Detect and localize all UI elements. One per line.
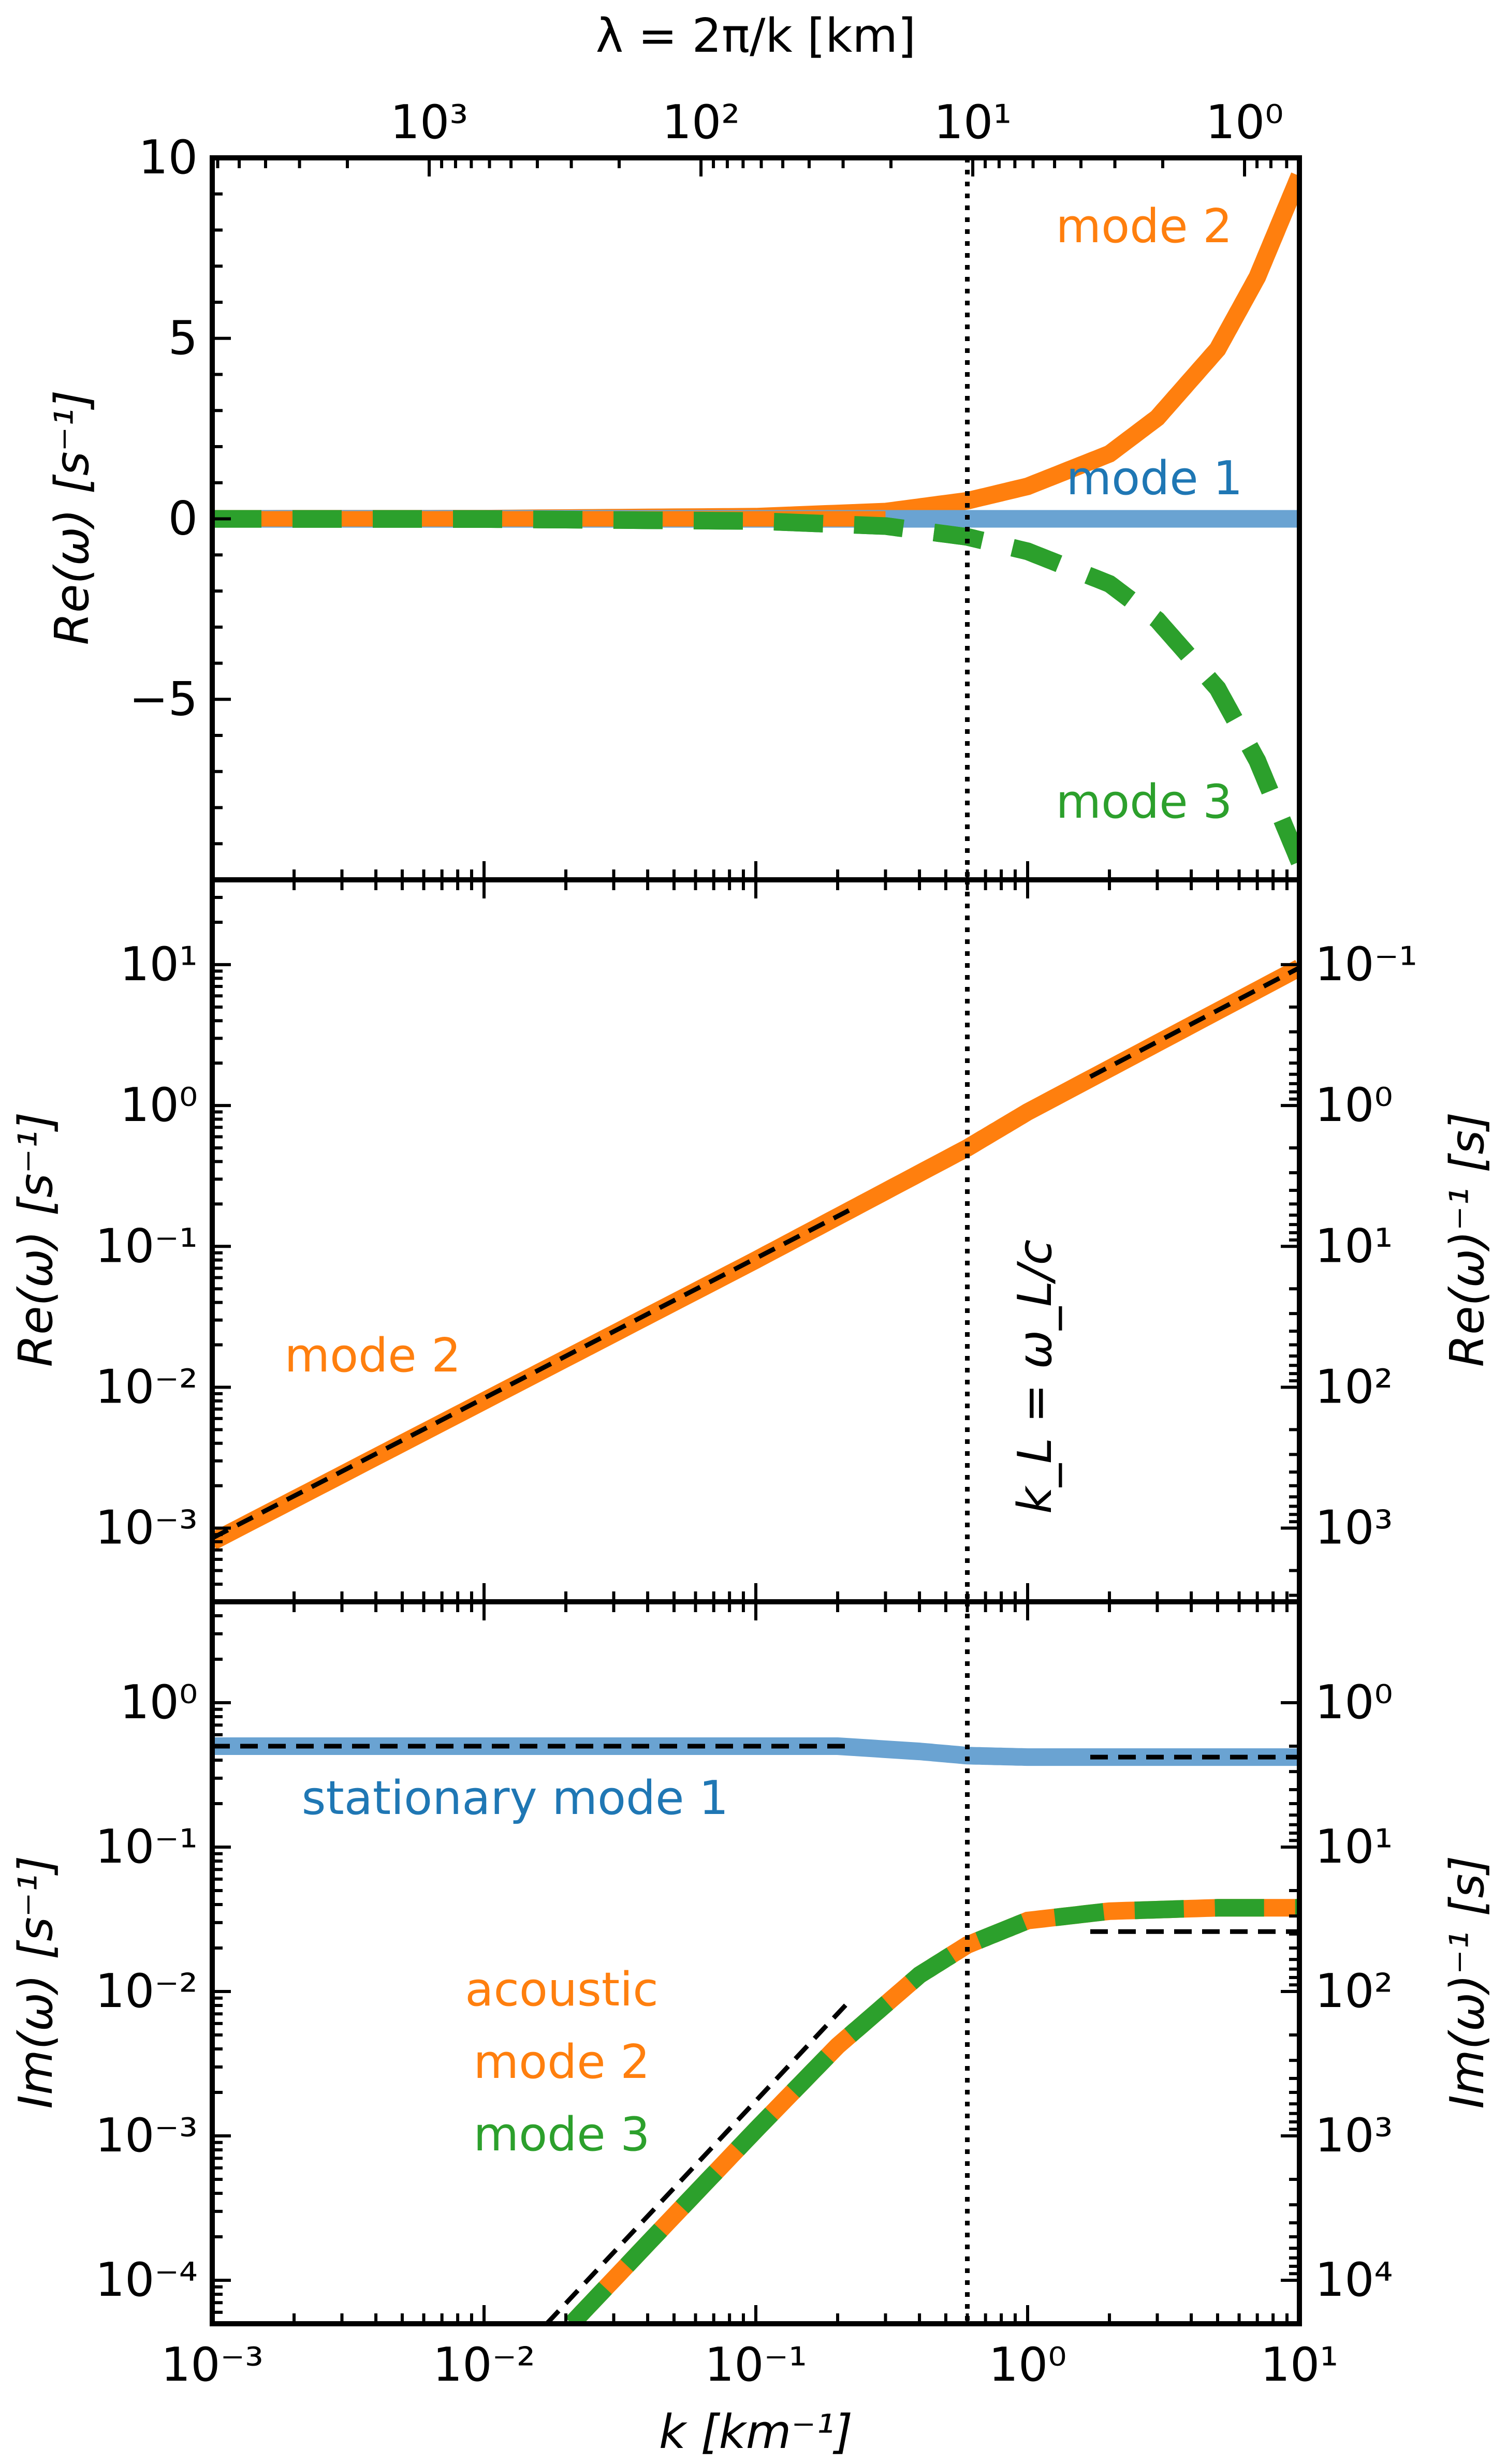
y-tick-label: 5 xyxy=(168,311,198,365)
y-tick-label: 0 xyxy=(168,492,198,546)
annotation-top-mode-3: mode 3 xyxy=(1056,775,1232,829)
right-tick-label: 10³ xyxy=(1315,2108,1393,2163)
y-tick-label: 10⁻² xyxy=(95,1360,198,1414)
top-tick-label: 10⁰ xyxy=(1206,95,1284,150)
x-tick-label: 10⁻² xyxy=(433,2338,535,2392)
series-mode-3 xyxy=(565,1899,1299,2324)
right-tick-label: 10⁰ xyxy=(1315,1675,1393,1730)
middle-panel-ticks: 10⁻³ 10⁻² 10⁻¹ 10⁰ 10¹ 10³ 10² 10¹ 10⁰ 10⁻¹ xyxy=(95,878,1417,1603)
panel-bottom: 10⁻⁴ 10⁻³ 10⁻² 10⁻¹ 10⁰ 10⁴ 10³ 10² 10¹ 10⁰ 10⁻³ 10… xyxy=(9,1599,1495,2459)
annotation-stationary-mode-1: stationary mode 1 xyxy=(302,1771,729,1825)
top-tick-label: 10² xyxy=(662,95,740,150)
series-mode-3-front xyxy=(212,510,1299,865)
right-tick-label: 10³ xyxy=(1315,1501,1393,1555)
y-tick-label: 10 xyxy=(138,130,198,185)
y-tick-label: 10⁻¹ xyxy=(95,1219,198,1273)
annotation-kl-line: k_L = ω_L/c xyxy=(1008,1240,1062,1514)
asymptote-1 xyxy=(1089,965,1299,1079)
x-tick-label: 10¹ xyxy=(1261,2338,1339,2392)
y-tick-label: 10⁻² xyxy=(95,1964,198,2018)
right-tick-label: 10⁰ xyxy=(1315,1078,1393,1132)
x-tick-label: 10⁻¹ xyxy=(705,2338,807,2392)
y-tick-label: 10⁻⁴ xyxy=(95,2253,198,2307)
asymptote-0 xyxy=(212,1208,850,1540)
y-tick-label: 10⁻³ xyxy=(95,1501,198,1555)
right-tick-label: 10² xyxy=(1315,1964,1393,2018)
top-panel-ylabel: Re(ω) [s⁻¹] xyxy=(45,390,99,645)
x-tick-label: 10⁻³ xyxy=(161,2338,264,2392)
x-tick-label: 10⁰ xyxy=(989,2338,1067,2392)
right-tick-label: 10¹ xyxy=(1315,1820,1393,1874)
right-tick-label: 10⁻¹ xyxy=(1315,937,1417,992)
bottom-panel-ticks: 10⁻⁴ 10⁻³ 10⁻² 10⁻¹ 10⁰ 10⁴ 10³ 10² 10¹ 10⁰ 10⁻³ 10… xyxy=(95,1600,1393,2392)
top-axis-label: λ = 2π/k [km] xyxy=(596,9,916,63)
annotation-acoustic: acoustic xyxy=(465,1963,658,2017)
right-tick-label: 10² xyxy=(1315,1360,1393,1414)
top-tick-label: 10³ xyxy=(390,95,469,150)
top-tick-label: 10¹ xyxy=(934,95,1012,150)
bottom-panel-ylabel: Im(ω) [s⁻¹] xyxy=(9,1855,63,2108)
x-axis-label: k [km⁻¹] xyxy=(659,2405,853,2459)
top-panel-ticks: −5 0 5 10 10³ 10² 10¹ 10⁰ xyxy=(129,95,1301,881)
right-tick-label: 10¹ xyxy=(1315,1219,1393,1273)
middle-panel-right-ylabel: Re(ω)⁻¹ [s] xyxy=(1440,1112,1495,1367)
y-tick-label: −5 xyxy=(129,672,198,726)
right-tick-label: 10⁴ xyxy=(1315,2253,1393,2307)
annotation-mode-3: mode 3 xyxy=(473,2107,650,2162)
series-mode-2 xyxy=(212,960,1299,1550)
panel-top: −5 0 5 10 10³ 10² 10¹ 10⁰ Re(ω) [s⁻¹] λ = 2π/k … xyxy=(45,9,1302,882)
bottom-panel-marks xyxy=(212,1602,1299,2324)
middle-panel-marks xyxy=(212,880,1299,1602)
y-tick-label: 10⁰ xyxy=(120,1078,198,1132)
y-tick-label: 10⁻¹ xyxy=(95,1820,198,1874)
annotation-top-mode-1: mode 1 xyxy=(1066,451,1242,506)
top-panel-marks xyxy=(212,158,1299,880)
series-stationary-mode-1 xyxy=(212,1737,1299,1766)
middle-panel-ylabel: Re(ω) [s⁻¹] xyxy=(9,1112,63,1367)
y-tick-label: 10⁻³ xyxy=(95,2108,198,2163)
asymptote-2 xyxy=(545,2000,851,2324)
annotation-middle-mode-2: mode 2 xyxy=(284,1329,461,1383)
annotation-top-mode-2: mode 2 xyxy=(1056,199,1232,254)
bottom-panel-right-ylabel: Im(ω)⁻¹ [s] xyxy=(1440,1855,1495,2108)
y-tick-label: 10⁰ xyxy=(120,1675,198,1730)
panel-middle: 10⁻³ 10⁻² 10⁻¹ 10⁰ 10¹ 10³ 10² 10¹ 10⁰ 10⁻¹ Re(ω)… xyxy=(9,877,1495,1604)
annotation-mode-2: mode 2 xyxy=(473,2035,650,2089)
y-tick-label: 10¹ xyxy=(120,937,198,992)
